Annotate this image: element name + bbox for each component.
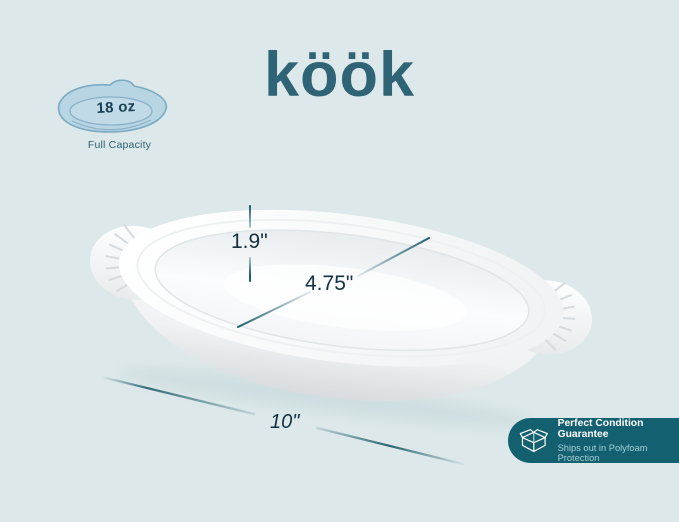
capacity-label: Full Capacity	[87, 139, 152, 151]
dimension-label-inner-width: 4.75"	[305, 272, 354, 295]
dimension-line-length-left	[100, 375, 256, 416]
dish-rim-inner-line	[136, 218, 546, 358]
badge-title: Perfect Condition Guarantee	[557, 417, 644, 441]
dimension-label-length: 10"	[270, 411, 300, 433]
dimension-lines	[100, 205, 465, 466]
dimension-line-width-right	[357, 237, 430, 277]
oval-dish-icon	[57, 79, 167, 133]
open-box-icon	[519, 428, 548, 452]
dimension-label-depth: 1.9"	[231, 230, 268, 253]
brand-logo: köök	[263, 40, 416, 110]
dish-floor-highlight	[223, 264, 467, 331]
guarantee-badge: Perfect Condition Guarantee Ships out in…	[508, 418, 679, 463]
dish-shadow	[120, 369, 534, 427]
badge-subtitle: Ships out in Polyfoam Protection	[557, 442, 648, 463]
capacity-value: 18 oz	[96, 97, 136, 118]
gratin-dish-illustration	[89, 209, 593, 427]
dimension-line-length-right	[315, 426, 465, 466]
dimension-line-width-left	[237, 291, 311, 328]
